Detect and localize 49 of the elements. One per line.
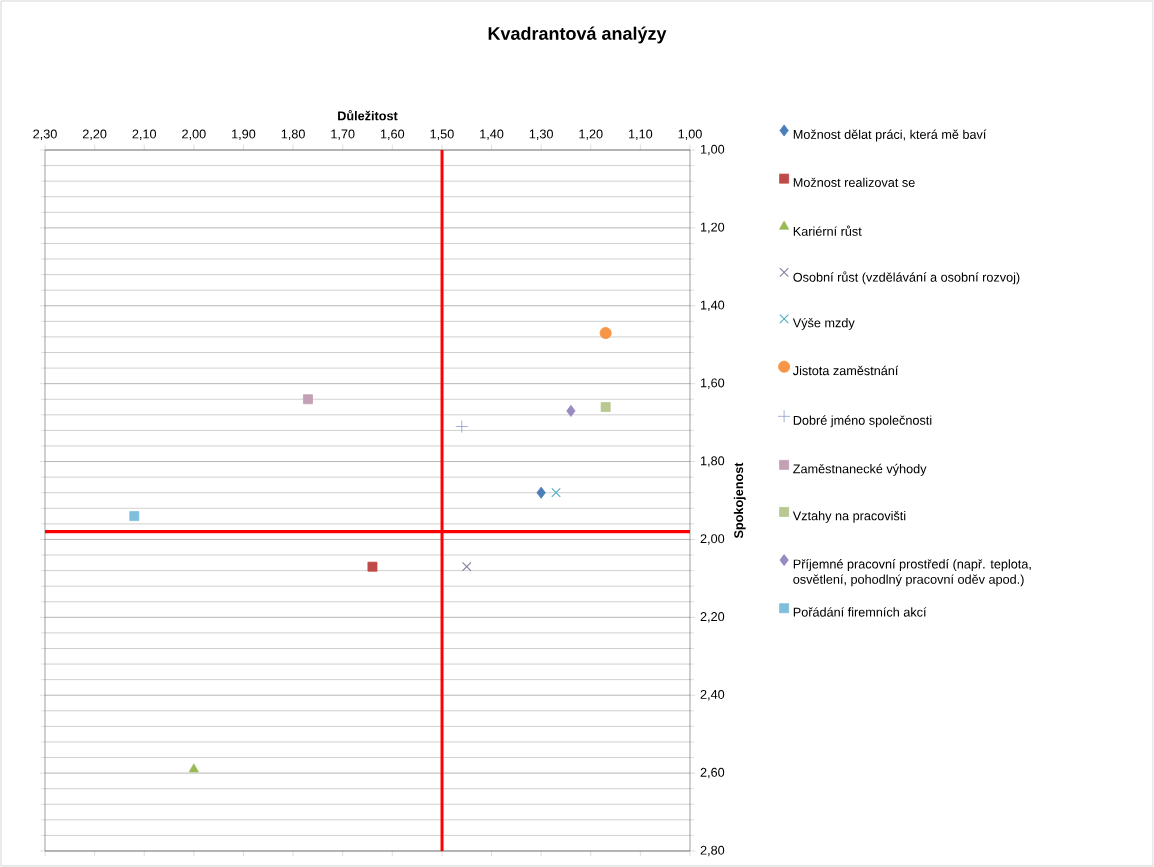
legend-label: Výše mzdy: [792, 317, 855, 330]
legend-label: Jistota zaměstnání: [792, 365, 899, 376]
x-tick-label: 1,80: [281, 129, 305, 140]
legend-label: Příjemné pracovní prostředí (např. teplota, osvětlení, pohodlný pracovní oděv apod.): [793, 559, 1031, 587]
x-tick-label: 2,30: [33, 129, 57, 140]
legend-label: Pořádání firemních akcí: [793, 607, 927, 617]
x-tick-label: 1,50: [430, 129, 454, 140]
y-tick-label: 2,00: [700, 534, 725, 545]
point: [129, 511, 140, 522]
point: [599, 327, 612, 340]
point: [303, 394, 313, 405]
x-tick-label: 1,20: [579, 129, 603, 140]
y-tick-label: 1,00: [701, 144, 725, 156]
y-tick-label: 1,20: [701, 222, 725, 234]
x-tick-label: 1,10: [629, 129, 653, 140]
x-tick-label: 1,30: [529, 129, 553, 140]
x-tick-label: 2,10: [132, 129, 157, 140]
legend-label: Kariérní růst: [793, 225, 862, 236]
y-axis-title: Spokojenost: [733, 462, 746, 539]
point: [367, 561, 378, 572]
legend-label: Zaměstnanecké výhody: [793, 463, 927, 476]
x-tick-label: 2,20: [82, 129, 107, 140]
chart-title: Kvadrantová analýzy: [488, 26, 667, 44]
legend-label: Možnost dělat práci, která mě baví: [793, 129, 987, 142]
x-tick-label: 1,70: [331, 129, 355, 140]
point: [566, 404, 576, 417]
y-tick-label: 2,40: [700, 689, 725, 701]
point: [600, 402, 611, 412]
legend-label: Osobní růst (vzdělávání a osobní rozvoj): [793, 271, 1020, 285]
legend-label: Dobré jméno společnosti: [793, 415, 932, 428]
x-tick-label: 2,00: [182, 129, 206, 140]
y-tick-label: 1,40: [701, 300, 725, 312]
point: [455, 420, 469, 433]
legend-label: Možnost realizovat se: [793, 177, 915, 187]
legend-label: Vztahy na pracovišti: [792, 510, 906, 523]
x-tick-label: 1,40: [480, 129, 504, 140]
point: [536, 486, 546, 499]
x-tick-label: 1,90: [232, 129, 256, 140]
x-axis-title: Důležitost: [338, 110, 398, 121]
y-tick-label: 2,20: [700, 612, 725, 623]
point: [551, 487, 561, 498]
point: [461, 561, 472, 572]
x-tick-label: 1,60: [380, 129, 405, 140]
y-tick-label: 2,80: [700, 845, 725, 857]
x-tick-label: 1,00: [678, 129, 702, 140]
y-tick-label: 1,80: [701, 456, 725, 467]
y-tick-label: 1,60: [701, 378, 725, 389]
point: [188, 763, 199, 773]
y-tick-label: 2,60: [700, 767, 725, 779]
